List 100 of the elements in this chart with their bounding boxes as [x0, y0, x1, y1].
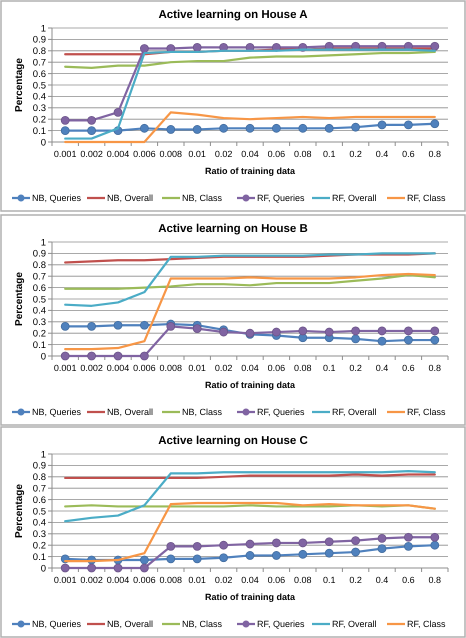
x-tick-label: 0.04 — [241, 575, 259, 585]
point — [166, 542, 176, 551]
point — [60, 564, 70, 572]
point — [87, 322, 96, 331]
point — [430, 336, 440, 344]
point — [166, 322, 176, 331]
y-tick-label: 0.4 — [32, 92, 46, 103]
point — [272, 328, 281, 336]
point — [378, 534, 386, 543]
y-tick-label: 0 — [40, 563, 46, 574]
x-tick-label: 0.2 — [349, 149, 362, 159]
y-tick-label: 0.8 — [32, 472, 46, 484]
y-tick-label: 0.5 — [32, 294, 46, 306]
y-tick-label: 0.5 — [32, 80, 46, 92]
line-series — [64, 50, 436, 69]
point — [246, 551, 254, 560]
legend-label: RF, Overall — [332, 407, 377, 418]
x-tick-label: 0.6 — [402, 363, 415, 373]
x-tick-label: 0.01 — [188, 363, 206, 373]
point — [298, 538, 308, 548]
x-tick-label: 0.001 — [54, 149, 76, 159]
x-tick-label: 0.04 — [241, 149, 259, 159]
y-axis-title: Percentage — [14, 272, 25, 326]
point — [430, 42, 440, 51]
y-tick-label: 1 — [40, 23, 46, 34]
point — [324, 548, 334, 558]
legend-label: RF, Class — [407, 619, 446, 630]
x-tick-label: 0.001 — [54, 575, 76, 585]
x-axis-title: Ratio of training data — [205, 380, 296, 390]
point — [351, 548, 360, 556]
y-tick-label: 0.2 — [32, 328, 46, 340]
point — [140, 44, 149, 53]
point — [140, 564, 149, 572]
x-tick-label: 0.4 — [376, 575, 388, 585]
point — [404, 532, 413, 542]
y-tick-label: 0.1 — [32, 340, 46, 351]
y-axis-title: Percentage — [14, 58, 25, 112]
legend-label: RF, Overall — [332, 193, 377, 204]
x-tick-label: 0.4 — [376, 149, 388, 159]
x-tick-label: 0.002 — [80, 363, 103, 373]
point — [351, 326, 360, 336]
point — [114, 352, 122, 360]
point — [324, 124, 334, 133]
legend-label: RF, Class — [407, 407, 446, 418]
legend-label: NB, Class — [182, 193, 223, 204]
point — [192, 125, 202, 134]
x-tick-label: 0.6 — [402, 149, 415, 159]
x-tick-label: 0.01 — [188, 575, 206, 585]
point — [430, 540, 440, 550]
y-tick-label: 0.3 — [32, 317, 46, 328]
y-tick-label: 0.2 — [32, 114, 46, 126]
x-tick-label: 0.8 — [428, 575, 442, 585]
point — [404, 542, 413, 551]
point — [192, 42, 202, 52]
y-tick-label: 0.9 — [32, 460, 46, 472]
legend-label: RF, Queries — [257, 407, 306, 418]
legend-label: RF, Overall — [332, 619, 377, 630]
point — [140, 352, 149, 360]
point — [404, 336, 413, 344]
point — [114, 564, 122, 572]
legend-label: NB, Overall — [107, 407, 154, 418]
legend-label: NB, Overall — [107, 619, 154, 630]
y-tick-label: 0 — [40, 137, 46, 148]
x-tick-label: 0.006 — [133, 149, 156, 159]
x-tick-label: 0.06 — [268, 363, 286, 373]
y-tick-label: 0 — [40, 351, 46, 362]
y-tick-label: 0.8 — [32, 260, 46, 272]
x-tick-label: 0.04 — [241, 363, 259, 373]
point — [192, 542, 202, 551]
legend-label: NB, Queries — [32, 619, 82, 630]
point — [324, 328, 334, 336]
x-tick-label: 0.008 — [160, 149, 182, 159]
x-tick-label: 0.8 — [428, 363, 442, 373]
x-tick-label: 0.08 — [294, 149, 312, 159]
line-series — [64, 111, 436, 144]
point — [192, 324, 202, 334]
y-tick-label: 0.8 — [32, 46, 46, 58]
point — [87, 126, 96, 135]
line-series — [64, 274, 436, 290]
x-tick-label: 0.2 — [349, 575, 362, 585]
y-axis-title: Percentage — [14, 484, 25, 538]
point — [378, 326, 386, 336]
y-tick-label: 0.3 — [32, 103, 46, 114]
point — [430, 532, 440, 542]
point — [140, 124, 149, 133]
y-tick-label: 0.4 — [32, 518, 46, 529]
x-tick-label: 0.1 — [322, 363, 336, 373]
point — [60, 352, 70, 360]
legend-label: RF, Class — [407, 193, 446, 204]
chart-title: Active learning on House B — [158, 223, 308, 235]
point — [140, 556, 149, 564]
y-tick-label: 0.6 — [32, 494, 46, 506]
point — [351, 536, 360, 546]
point — [351, 122, 360, 132]
point — [87, 564, 96, 572]
point — [404, 120, 413, 130]
x-tick-label: 0.008 — [160, 363, 182, 373]
point — [87, 116, 96, 125]
point — [378, 544, 386, 554]
x-axis-title: Ratio of training data — [205, 166, 296, 176]
